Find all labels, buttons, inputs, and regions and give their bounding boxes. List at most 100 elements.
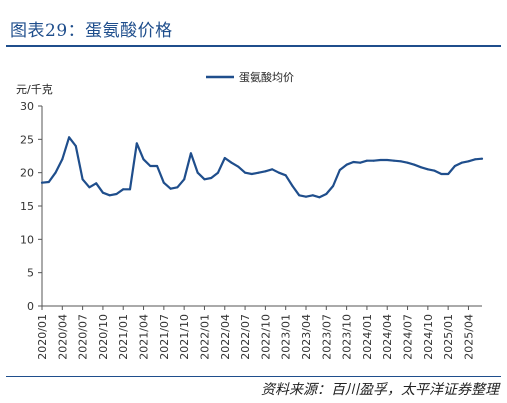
chart-series [40,136,484,199]
y-tick-label: 5 [27,267,34,280]
data-point [440,173,443,175]
data-point [406,161,409,164]
data-point [433,169,436,172]
data-point [257,171,260,174]
y-tick-label: 0 [27,300,34,313]
data-point [284,174,287,177]
data-point [481,157,483,160]
data-point [393,159,395,162]
data-point [61,158,64,161]
x-tick-label: 2020/07 [77,314,90,360]
data-point [413,163,416,166]
data-point [332,185,335,187]
data-point [474,158,477,161]
data-point [129,188,131,191]
chart-axes: 元/千克 [16,83,482,307]
x-tick-label: 2023/07 [320,314,333,360]
y-tick-label: 10 [20,233,34,246]
price-line-chart: 元/千克 0 5 10 15 20 25 30 2020/01 2020/04 2020/07 20… [16,70,484,360]
data-point [81,178,84,181]
x-tick-label: 2024/07 [402,314,415,360]
data-point [447,173,450,175]
data-point [223,157,226,159]
data-point [305,195,307,198]
x-tick-label: 2021/04 [138,314,151,360]
x-tick-label: 2023/10 [341,314,354,360]
data-point [95,182,98,185]
data-point [271,168,274,171]
data-point [453,165,456,167]
data-point [169,187,172,190]
header-rule [6,45,501,47]
x-tick-label: 2025/04 [462,314,475,360]
x-tick-label: 2023/04 [300,314,313,360]
data-point [47,181,50,183]
data-point [189,152,192,155]
data-point [277,171,280,174]
data-point [420,166,423,169]
data-point [122,188,125,191]
data-point [217,171,219,174]
data-point [183,178,186,181]
y-tick-label: 30 [20,100,34,113]
x-tick-label: 2022/04 [219,314,232,360]
data-point [237,165,240,168]
x-tick-label: 2025/01 [442,314,455,360]
x-tick-label: 2021/07 [158,314,171,360]
data-point [352,161,355,163]
data-point [244,171,247,174]
data-point [101,191,104,194]
data-point [345,163,348,166]
data-point [108,194,111,197]
data-point [230,161,233,164]
data-point [298,194,301,197]
y-tick-label: 20 [20,167,34,180]
data-point [291,185,294,187]
data-point [379,159,382,161]
data-point [196,171,199,174]
data-point [176,186,179,189]
data-point [311,194,314,197]
data-point [460,161,463,164]
data-point [149,165,152,167]
x-tick-label: 2020/01 [36,314,49,360]
data-point [338,169,341,171]
data-point [88,186,91,189]
x-tick-label: 2023/01 [280,314,293,360]
data-point [467,160,470,163]
data-point [210,177,213,179]
y-tick-label: 25 [20,133,34,146]
data-point [386,159,389,161]
data-point [162,181,165,184]
data-point [156,165,159,167]
x-tick-label: 2021/01 [117,314,130,360]
figure-header: 图表29：蛋氨酸价格 [0,0,507,47]
data-point [74,145,77,147]
data-point [264,170,267,173]
x-tick-label: 2022/10 [259,314,272,360]
x-tick-label: 2024/01 [361,314,374,360]
data-point [41,181,43,184]
x-tick-label: 2022/01 [198,314,211,360]
figure-title: 图表29：蛋氨酸价格 [10,21,173,41]
y-axis-unit: 元/千克 [16,83,53,96]
chart-ticks: 0 5 10 15 20 25 30 2020/01 2020/04 2020/07 2020/10… [20,100,475,360]
data-point [365,159,368,162]
data-point [135,142,138,145]
source-note: 资料来源：百川盈孚，太平洋证券整理 [261,382,499,398]
x-tick-label: 2024/10 [422,314,435,360]
x-tick-label: 2020/04 [56,314,69,360]
data-point [142,158,145,161]
x-tick-label: 2020/10 [97,314,110,360]
data-point [426,168,429,171]
y-tick-label: 15 [20,200,34,213]
series-line [40,136,484,199]
data-point [54,171,57,174]
data-point [68,136,71,139]
data-point [372,159,375,162]
data-point [399,160,402,163]
x-tick-label: 2021/10 [178,314,191,360]
data-point [359,161,362,164]
x-tick-label: 2022/07 [239,314,252,360]
data-point [250,173,253,175]
